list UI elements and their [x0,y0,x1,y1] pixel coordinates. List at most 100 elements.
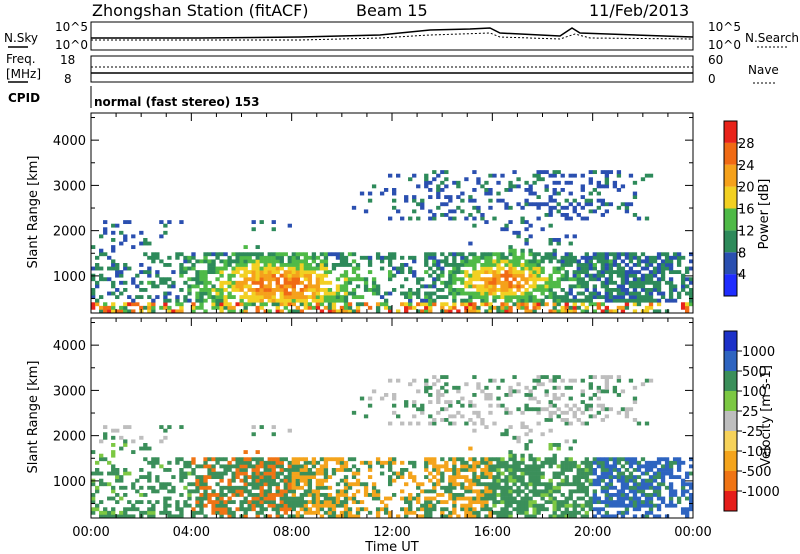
power-cell [408,216,413,221]
velocity-cell [351,500,357,505]
power-cell [520,266,525,271]
velocity-cell [588,464,593,469]
power-cell [652,284,658,289]
velocity-cell [375,514,381,519]
velocity-cell [596,464,601,469]
velocity-cell [307,493,313,497]
velocity-cell [223,457,228,462]
velocity-cell [592,507,597,512]
power-cell [191,255,196,260]
velocity-cell [375,510,381,515]
power-cell [644,263,650,267]
velocity-cell [235,460,240,465]
power-cell [295,280,300,285]
velocity-cell [592,460,597,465]
velocity-cell [504,507,509,512]
power-cell [608,277,614,282]
power-cell [255,309,260,314]
velocity-cell [315,478,321,483]
power-cell [568,291,573,296]
power-cell [472,223,477,228]
power-cell [444,302,449,307]
power-cell [508,220,513,225]
velocity-cell [552,375,557,380]
power-cell [508,263,513,267]
velocity-cell [556,482,561,487]
velocity-cell [323,500,329,505]
velocity-cell [275,457,280,462]
power-cell [500,227,505,232]
velocity-cell [243,471,248,476]
power-cell [239,273,244,278]
velocity-cell [243,475,248,480]
power-cell [512,248,517,253]
velocity-cell [680,507,686,512]
velocity-cell [616,468,622,472]
velocity-cell [552,396,557,401]
power-cell [319,259,325,264]
velocity-cell [440,393,445,397]
power-cell [287,302,292,307]
power-cell [508,248,513,253]
velocity-cell [596,496,601,501]
power-cell [267,295,272,300]
velocity-cell [355,471,361,476]
velocity-cell [215,510,220,515]
velocity-cell [235,468,240,472]
velocity-cell [452,475,457,480]
power-cell [355,263,361,267]
power-cell [500,273,505,278]
power-cell [524,198,529,203]
velocity-cell [468,514,473,519]
power-cell [516,202,521,207]
velocity-cell [247,489,252,494]
velocity-cell [684,475,690,480]
velocity-cell [492,468,497,472]
power-cell [688,295,694,300]
power-cell [239,263,244,267]
power-cell [195,270,200,275]
velocity-cell [91,482,96,487]
velocity-cell [460,464,465,469]
velocity-cell [143,443,148,447]
power-cell [460,280,465,285]
power-cell [532,255,537,260]
power-cell [119,273,124,278]
power-cell [99,305,104,310]
power-cell [243,263,248,267]
power-cell [580,173,585,178]
power-cell [179,220,184,225]
power-cell [468,280,473,285]
power-cell [448,309,453,314]
power-cell [199,259,204,264]
power-cell [267,263,272,267]
power-cell [560,273,565,278]
velocity-cell [548,514,553,519]
velocity-cell [432,382,437,387]
velocity-cell [604,464,610,469]
velocity-cell [408,496,413,501]
power-cell [211,266,216,271]
velocity-cell [452,457,457,462]
velocity-cell [131,439,136,444]
velocity-cell [644,496,650,501]
power-cell [600,302,606,307]
velocity-cell [640,382,646,387]
velocity-cell [504,468,509,472]
velocity-cell [480,475,485,480]
velocity-cell [159,464,164,469]
power-cell [359,255,365,260]
velocity-cell [279,507,284,512]
power-cell [648,273,654,278]
velocity-cell [496,396,501,401]
power-cell [271,220,276,225]
power-cell [652,288,658,292]
velocity-cell [580,389,585,394]
velocity-cell [448,403,453,408]
velocity-cell [476,493,481,497]
velocity-cell [223,500,228,505]
velocity-cell [275,489,280,494]
velocity-cell [584,464,589,469]
velocity-cell [379,396,385,401]
power-cell [327,302,333,307]
